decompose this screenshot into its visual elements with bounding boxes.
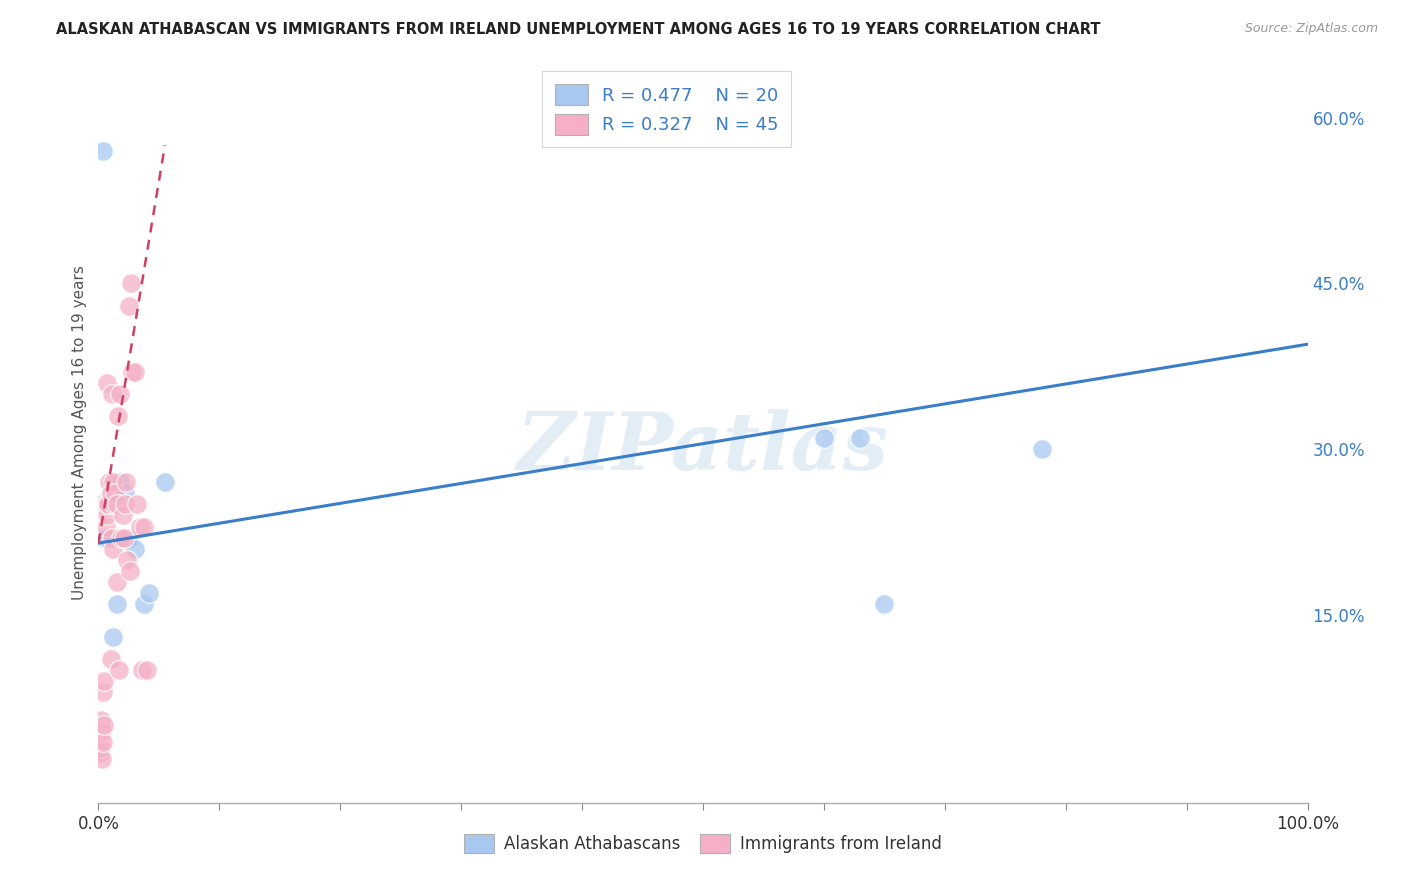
Point — [124, 541, 146, 556]
Point — [93, 674, 115, 689]
Point — [124, 365, 146, 379]
Point — [114, 486, 136, 500]
Point — [96, 531, 118, 545]
Point — [128, 519, 150, 533]
Point — [101, 475, 124, 490]
Point — [100, 486, 122, 500]
Point — [104, 486, 127, 500]
Point — [98, 475, 121, 490]
Point — [93, 718, 115, 732]
Point — [131, 663, 153, 677]
Point — [849, 431, 872, 445]
Point — [100, 486, 122, 500]
Point — [105, 574, 128, 589]
Text: Source: ZipAtlas.com: Source: ZipAtlas.com — [1244, 22, 1378, 36]
Point — [94, 498, 117, 512]
Point — [118, 564, 141, 578]
Point — [1031, 442, 1053, 457]
Point — [89, 746, 111, 760]
Point — [108, 387, 131, 401]
Point — [138, 586, 160, 600]
Point — [91, 751, 114, 765]
Point — [118, 299, 141, 313]
Point — [101, 541, 124, 556]
Legend: Alaskan Athabascans, Immigrants from Ireland: Alaskan Athabascans, Immigrants from Ire… — [456, 825, 950, 861]
Point — [108, 475, 131, 490]
Point — [117, 552, 139, 566]
Point — [101, 630, 124, 644]
Point — [103, 498, 125, 512]
Point — [97, 498, 120, 512]
Point — [112, 531, 135, 545]
Point — [100, 652, 122, 666]
Point — [90, 713, 112, 727]
Point — [134, 519, 156, 533]
Point — [91, 144, 114, 158]
Point — [97, 498, 120, 512]
Point — [96, 508, 118, 523]
Point — [120, 277, 142, 291]
Point — [96, 376, 118, 390]
Point — [135, 663, 157, 677]
Point — [134, 597, 156, 611]
Text: ALASKAN ATHABASCAN VS IMMIGRANTS FROM IRELAND UNEMPLOYMENT AMONG AGES 16 TO 19 Y: ALASKAN ATHABASCAN VS IMMIGRANTS FROM IR… — [56, 22, 1101, 37]
Point — [100, 387, 122, 401]
Text: ZIPatlas: ZIPatlas — [517, 409, 889, 486]
Point — [114, 498, 136, 512]
Point — [100, 531, 122, 545]
Point — [107, 409, 129, 423]
Point — [91, 498, 114, 512]
Point — [121, 365, 143, 379]
Point — [93, 531, 115, 545]
Point — [111, 508, 134, 523]
Point — [127, 498, 149, 512]
Point — [108, 663, 131, 677]
Point — [91, 723, 114, 738]
Y-axis label: Unemployment Among Ages 16 to 19 years: Unemployment Among Ages 16 to 19 years — [72, 265, 87, 600]
Point — [94, 519, 117, 533]
Point — [813, 431, 835, 445]
Point — [111, 531, 134, 545]
Point — [110, 531, 132, 545]
Point — [90, 740, 112, 755]
Point — [153, 475, 176, 490]
Point — [118, 531, 141, 545]
Point — [91, 685, 114, 699]
Point — [105, 597, 128, 611]
Point — [873, 597, 896, 611]
Point — [105, 498, 128, 512]
Point — [91, 735, 114, 749]
Point — [115, 475, 138, 490]
Point — [97, 498, 120, 512]
